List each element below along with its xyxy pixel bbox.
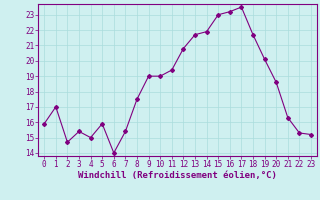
X-axis label: Windchill (Refroidissement éolien,°C): Windchill (Refroidissement éolien,°C) (78, 171, 277, 180)
